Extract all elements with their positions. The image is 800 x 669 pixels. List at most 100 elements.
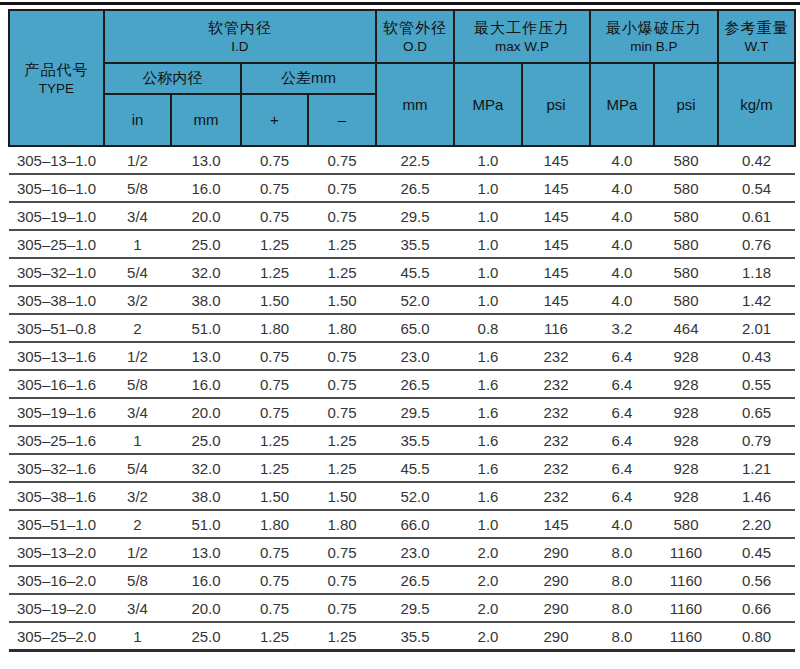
cell-maxwp-mpa: 1.6 (454, 426, 522, 454)
cell-tol-minus: 0.75 (308, 538, 376, 566)
cell-id-in: 2 (104, 510, 171, 538)
cell-id-mm: 16.0 (171, 370, 241, 398)
cell-minbp-mpa: 8.0 (590, 538, 654, 566)
cell-maxwp-psi: 145 (522, 146, 590, 174)
cell-minbp-mpa: 4.0 (590, 146, 654, 174)
cell-od-mm: 35.5 (376, 622, 454, 651)
header-maxwp-unit-psi: psi (522, 63, 590, 146)
table-row: 305–13–1.0 1/2 13.0 0.75 0.75 22.5 1.0 1… (9, 146, 795, 174)
cell-minbp-psi: 928 (654, 398, 718, 426)
cell-maxwp-psi: 145 (522, 202, 590, 230)
cell-tol-minus: 1.25 (308, 622, 376, 651)
cell-wt-kgm: 0.79 (718, 426, 795, 454)
cell-tol-plus: 1.25 (241, 454, 308, 482)
cell-wt-kgm: 0.61 (718, 202, 795, 230)
cell-od-mm: 45.5 (376, 258, 454, 286)
cell-id-in: 1 (104, 230, 171, 258)
header-type-en: TYPE (10, 80, 103, 98)
cell-minbp-psi: 580 (654, 258, 718, 286)
cell-id-in: 3/4 (104, 594, 171, 622)
cell-wt-kgm: 0.45 (718, 538, 795, 566)
cell-tol-minus: 0.75 (308, 566, 376, 594)
cell-type: 305–38–1.0 (9, 286, 104, 314)
cell-tol-minus: 0.75 (308, 370, 376, 398)
cell-tol-minus: 1.50 (308, 482, 376, 510)
cell-id-mm: 13.0 (171, 538, 241, 566)
cell-tol-minus: 0.75 (308, 594, 376, 622)
cell-id-in: 1/2 (104, 538, 171, 566)
header-max-working-pressure: 最大工作压力 max W.P (454, 10, 590, 63)
cell-minbp-psi: 580 (654, 510, 718, 538)
cell-od-mm: 35.5 (376, 230, 454, 258)
cell-type: 305–16–2.0 (9, 566, 104, 594)
cell-id-in: 3/2 (104, 482, 171, 510)
cell-minbp-mpa: 6.4 (590, 426, 654, 454)
cell-type: 305–19–1.6 (9, 398, 104, 426)
table-body: 305–13–1.0 1/2 13.0 0.75 0.75 22.5 1.0 1… (9, 146, 795, 651)
cell-wt-kgm: 1.46 (718, 482, 795, 510)
cell-minbp-psi: 928 (654, 370, 718, 398)
cell-id-mm: 13.0 (171, 146, 241, 174)
header-od-zh: 软管外径 (377, 17, 453, 38)
header-nominal-diameter: 公称内径 (104, 63, 241, 94)
header-tol-zh: 公差mm (281, 69, 336, 86)
cell-id-in: 3/4 (104, 202, 171, 230)
cell-tol-minus: 1.25 (308, 454, 376, 482)
table-row: 305–16–2.0 5/8 16.0 0.75 0.75 26.5 2.0 2… (9, 566, 795, 594)
cell-tol-plus: 1.25 (241, 426, 308, 454)
header-nominal-zh: 公称内径 (143, 69, 203, 86)
cell-maxwp-psi: 290 (522, 594, 590, 622)
cell-id-in: 5/8 (104, 566, 171, 594)
cell-maxwp-psi: 232 (522, 398, 590, 426)
header-wt-unit-kgm: kg/m (718, 63, 795, 146)
cell-maxwp-psi: 145 (522, 258, 590, 286)
cell-wt-kgm: 0.76 (718, 230, 795, 258)
top-rule (0, 2, 800, 5)
cell-id-in: 5/4 (104, 258, 171, 286)
cell-minbp-mpa: 4.0 (590, 258, 654, 286)
cell-minbp-mpa: 3.2 (590, 314, 654, 342)
cell-maxwp-psi: 145 (522, 286, 590, 314)
header-unit-mm: mm (171, 94, 241, 146)
cell-wt-kgm: 0.65 (718, 398, 795, 426)
table-row: 305–19–1.0 3/4 20.0 0.75 0.75 29.5 1.0 1… (9, 202, 795, 230)
cell-maxwp-psi: 290 (522, 622, 590, 651)
cell-maxwp-mpa: 2.0 (454, 566, 522, 594)
table-row: 305–38–1.6 3/2 38.0 1.50 1.50 52.0 1.6 2… (9, 482, 795, 510)
table-row: 305–38–1.0 3/2 38.0 1.50 1.50 52.0 1.0 1… (9, 286, 795, 314)
cell-maxwp-mpa: 1.6 (454, 342, 522, 370)
cell-maxwp-mpa: 2.0 (454, 594, 522, 622)
cell-minbp-mpa: 4.0 (590, 286, 654, 314)
cell-id-in: 5/8 (104, 370, 171, 398)
cell-minbp-psi: 928 (654, 454, 718, 482)
cell-maxwp-mpa: 1.0 (454, 174, 522, 202)
header-id-en: I.D (105, 38, 375, 56)
cell-maxwp-mpa: 1.0 (454, 146, 522, 174)
table-row: 305–16–1.0 5/8 16.0 0.75 0.75 26.5 1.0 1… (9, 174, 795, 202)
cell-tol-minus: 1.50 (308, 286, 376, 314)
cell-minbp-mpa: 4.0 (590, 230, 654, 258)
cell-wt-kgm: 0.43 (718, 342, 795, 370)
cell-wt-kgm: 1.18 (718, 258, 795, 286)
cell-tol-plus: 0.75 (241, 342, 308, 370)
cell-tol-minus: 0.75 (308, 398, 376, 426)
header-type-zh: 产品代号 (10, 59, 103, 80)
cell-minbp-mpa: 8.0 (590, 594, 654, 622)
cell-id-mm: 32.0 (171, 454, 241, 482)
cell-od-mm: 52.0 (376, 482, 454, 510)
cell-id-in: 1 (104, 622, 171, 651)
cell-tol-plus: 1.25 (241, 258, 308, 286)
cell-minbp-mpa: 6.4 (590, 482, 654, 510)
cell-id-mm: 38.0 (171, 286, 241, 314)
cell-type: 305–25–1.0 (9, 230, 104, 258)
cell-tol-plus: 0.75 (241, 202, 308, 230)
cell-tol-minus: 1.80 (308, 510, 376, 538)
cell-minbp-mpa: 6.4 (590, 454, 654, 482)
cell-wt-kgm: 0.54 (718, 174, 795, 202)
cell-id-in: 1/2 (104, 342, 171, 370)
cell-maxwp-mpa: 1.6 (454, 370, 522, 398)
cell-minbp-psi: 928 (654, 426, 718, 454)
cell-type: 305–25–2.0 (9, 622, 104, 651)
cell-id-mm: 20.0 (171, 594, 241, 622)
cell-od-mm: 29.5 (376, 202, 454, 230)
